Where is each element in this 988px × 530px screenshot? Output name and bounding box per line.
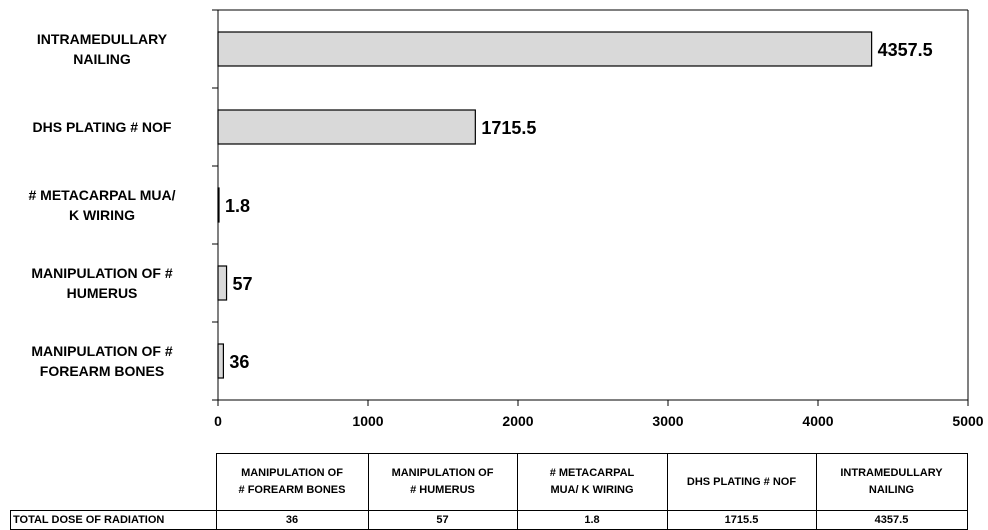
- bar: [217, 187, 220, 223]
- data-label: 57: [233, 274, 253, 294]
- x-tick-label: 3000: [652, 413, 683, 429]
- table-corner-cell: [11, 454, 217, 511]
- data-label: 1.8: [225, 196, 250, 216]
- axis-layer: [212, 9, 969, 406]
- category-label: MANIPULATION OF # FOREARM BONES: [31, 343, 173, 379]
- bar-chart: 0 1000 2000 3000 4000 5000 INTRAMEDULLARY NAILI…: [29, 9, 984, 429]
- category-label: INTRAMEDULLARY NAILING: [37, 31, 168, 67]
- category-label: # METACARPAL MUA/K WIRING: [29, 187, 176, 223]
- table-cell: 1715.5: [666, 510, 817, 530]
- data-table: MANIPULATION OF # FOREARM BONES MANIPULA…: [10, 453, 968, 530]
- bar: [217, 31, 873, 67]
- table-cell: 1.8: [516, 510, 668, 530]
- category-label: MANIPULATION OF # HUMERUS: [31, 265, 173, 301]
- table-col-header: INTRAMEDULLARY NAILING: [815, 453, 968, 511]
- x-tick-label: 4000: [802, 413, 833, 429]
- x-tick-label: 2000: [502, 413, 533, 429]
- table-cell: 57: [367, 510, 518, 530]
- x-tick-label: 1000: [352, 413, 383, 429]
- table-cell: 4357.5: [815, 510, 968, 530]
- bar: [217, 343, 225, 379]
- table-col-header: MANIPULATION OF # HUMERUS: [367, 453, 518, 511]
- data-label: 1715.5: [481, 118, 536, 138]
- bar: [217, 109, 476, 145]
- table-col-header: DHS PLATING # NOF: [666, 453, 817, 511]
- table-cell: 36: [215, 510, 369, 530]
- x-tick-label: 5000: [952, 413, 983, 429]
- table-row: TOTAL DOSE OF RADIATION 36 57 1.8 1715.5…: [10, 510, 968, 530]
- bar-layer: [217, 31, 873, 379]
- table-header-row: MANIPULATION OF # FOREARM BONES MANIPULA…: [11, 453, 968, 511]
- data-label: 36: [229, 352, 249, 372]
- bar: [217, 265, 228, 301]
- table-row-header: TOTAL DOSE OF RADIATION: [10, 510, 217, 530]
- x-tick-label: 0: [214, 413, 222, 429]
- category-label: DHS PLATING # NOF: [33, 119, 172, 135]
- table-col-header: # METACARPAL MUA/ K WIRING: [516, 453, 668, 511]
- data-label: 4357.5: [878, 40, 933, 60]
- label-layer: 0 1000 2000 3000 4000 5000 INTRAMEDULLARY NAILI…: [29, 31, 984, 429]
- table-col-header: MANIPULATION OF # FOREARM BONES: [215, 453, 369, 511]
